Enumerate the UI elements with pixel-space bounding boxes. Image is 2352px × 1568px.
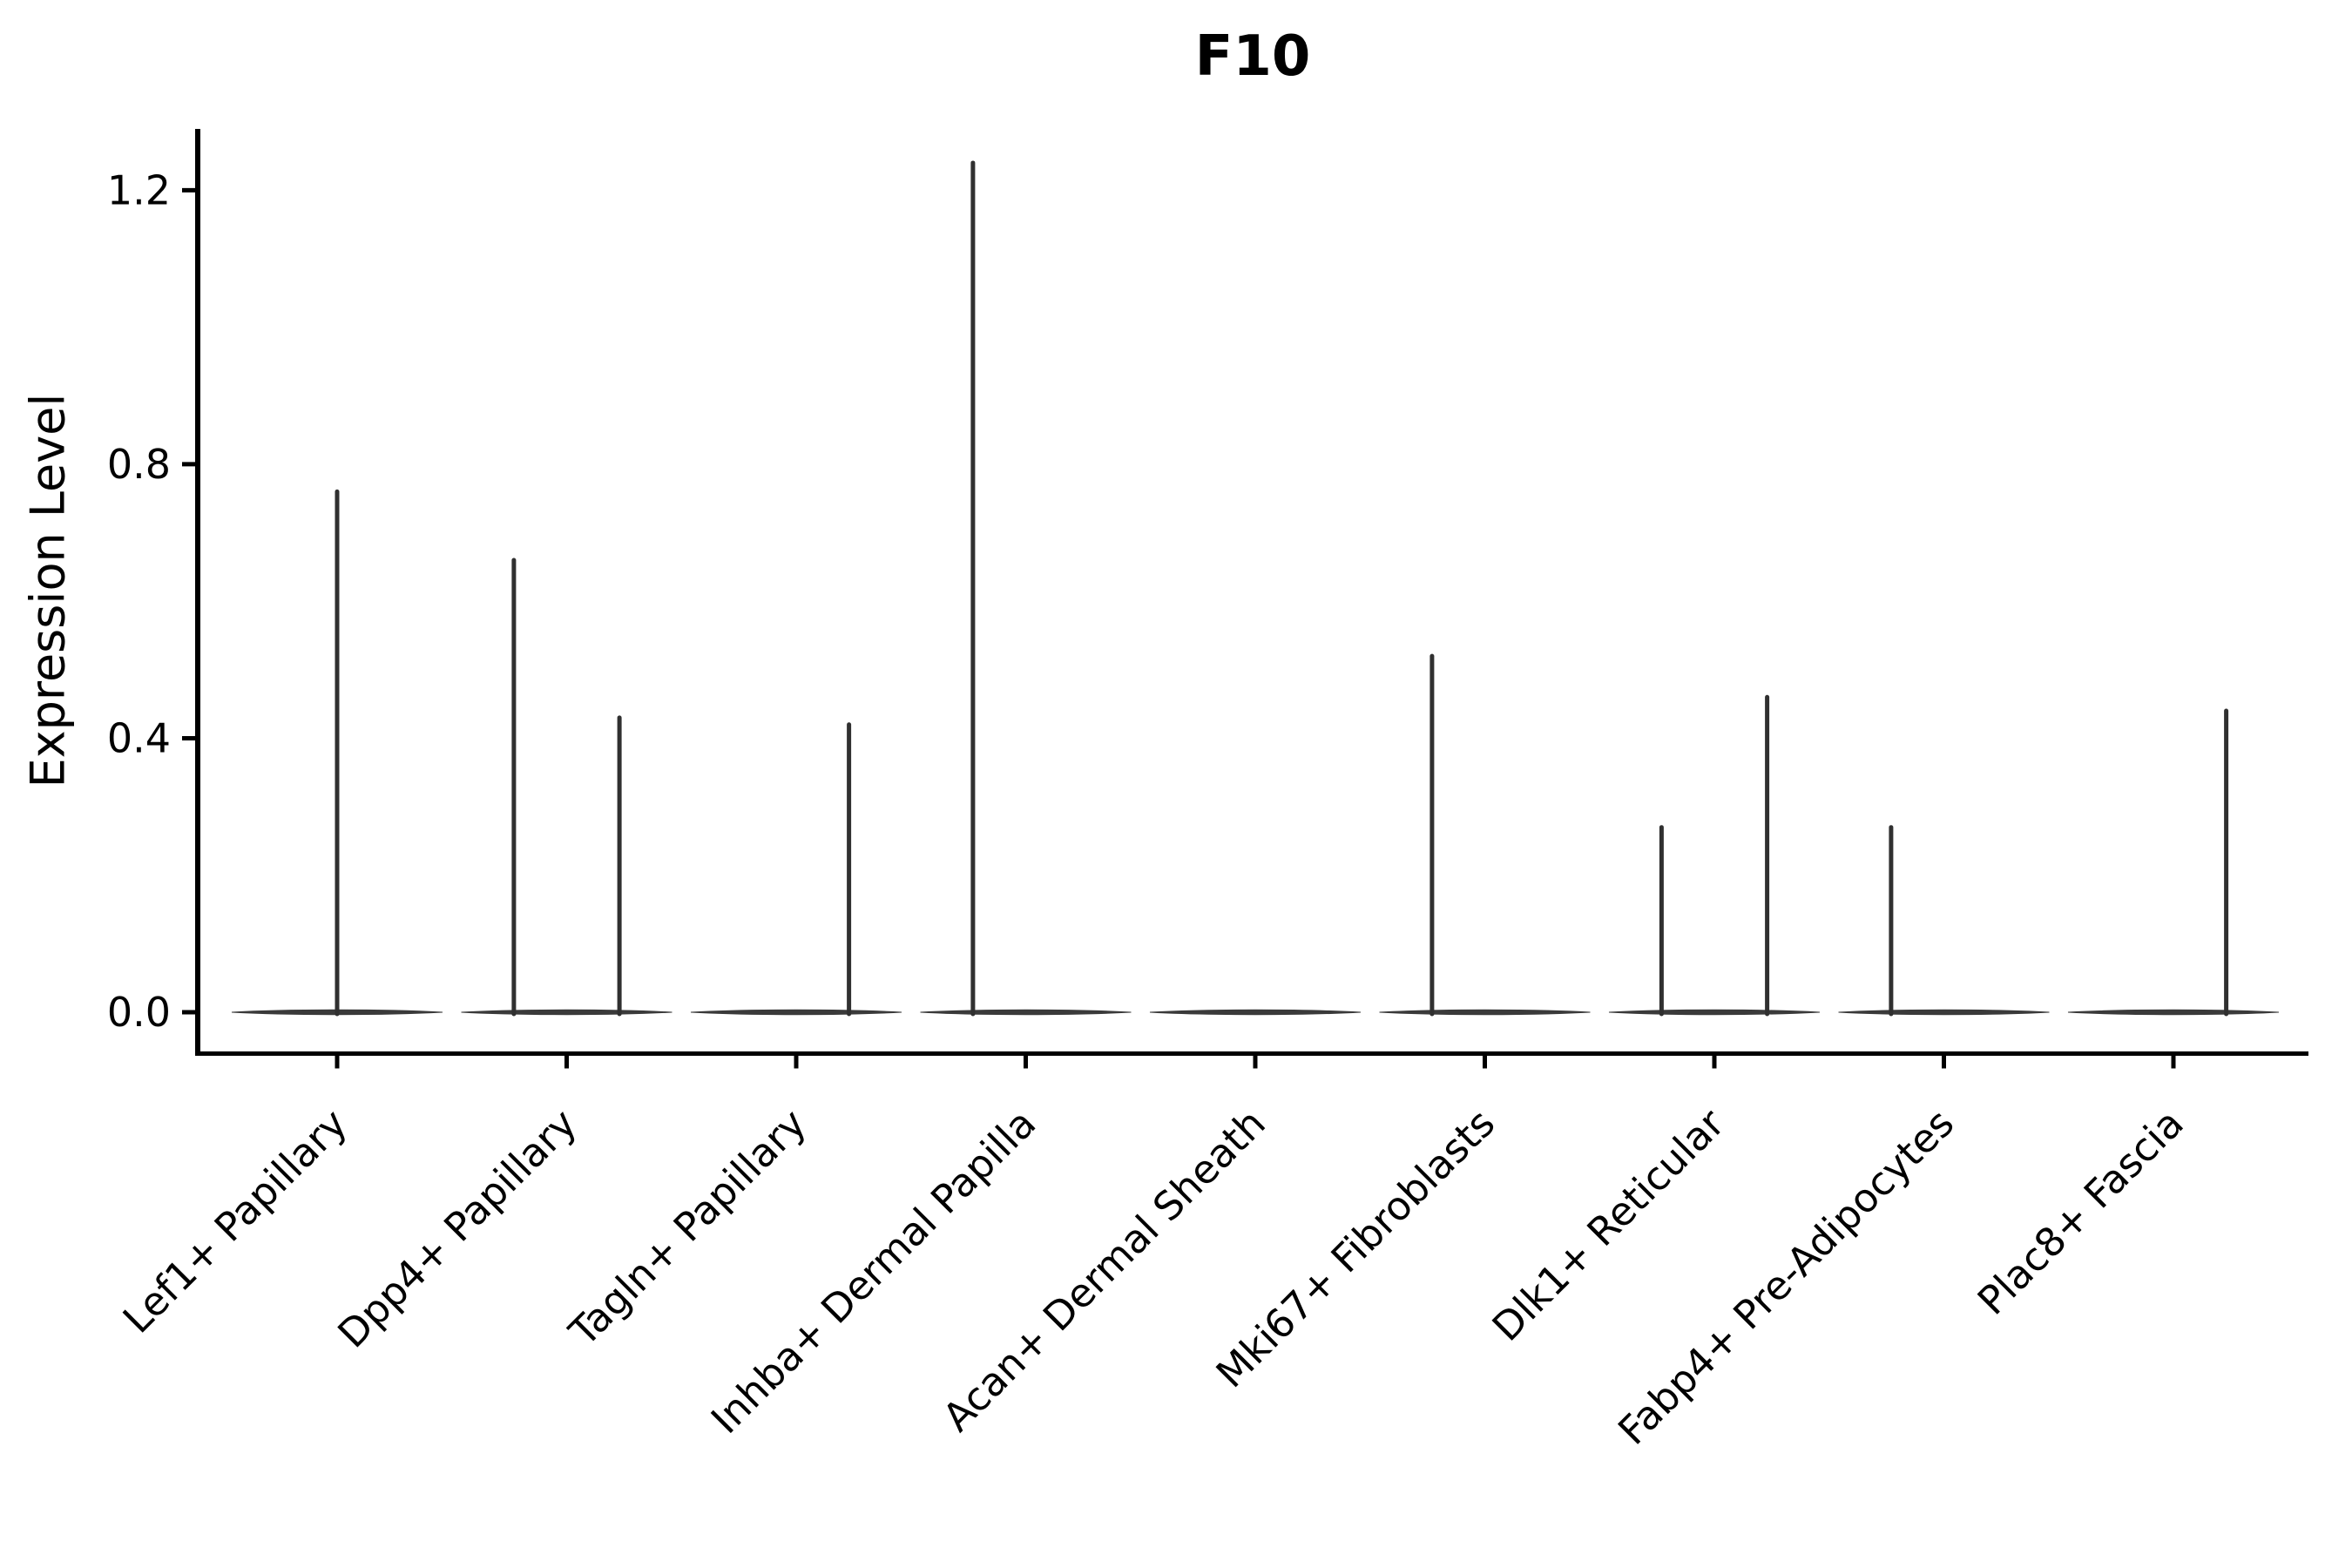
y-tick-label: 0.8 xyxy=(107,441,171,488)
x-tick-label: Plac8+ Fascia xyxy=(1969,1100,2193,1324)
violin-baseline xyxy=(1838,1009,2050,1016)
x-tick-label: Dlk1+ Reticular xyxy=(1484,1099,1734,1349)
x-tick-label: Dpp4+ Papillary xyxy=(328,1100,585,1357)
violin-baseline xyxy=(1608,1009,1821,1016)
chart-title: F10 xyxy=(1194,24,1311,89)
y-tick-label: 0.4 xyxy=(107,714,171,761)
y-tick-label: 0.0 xyxy=(107,989,171,1036)
x-tick-label: Lef1+ Papillary xyxy=(114,1100,356,1342)
violin-baseline xyxy=(461,1009,672,1016)
violin-baseline xyxy=(920,1009,1132,1016)
violin-baseline xyxy=(2067,1009,2280,1016)
violin-baseline xyxy=(1149,1009,1362,1016)
x-tick-label: Tagln+ Papillary xyxy=(560,1100,815,1355)
y-tick-label: 1.2 xyxy=(107,166,171,213)
violin-baseline xyxy=(690,1009,902,1016)
y-axis-title: Expression Level xyxy=(20,393,76,788)
violin-baseline xyxy=(1379,1009,1591,1016)
